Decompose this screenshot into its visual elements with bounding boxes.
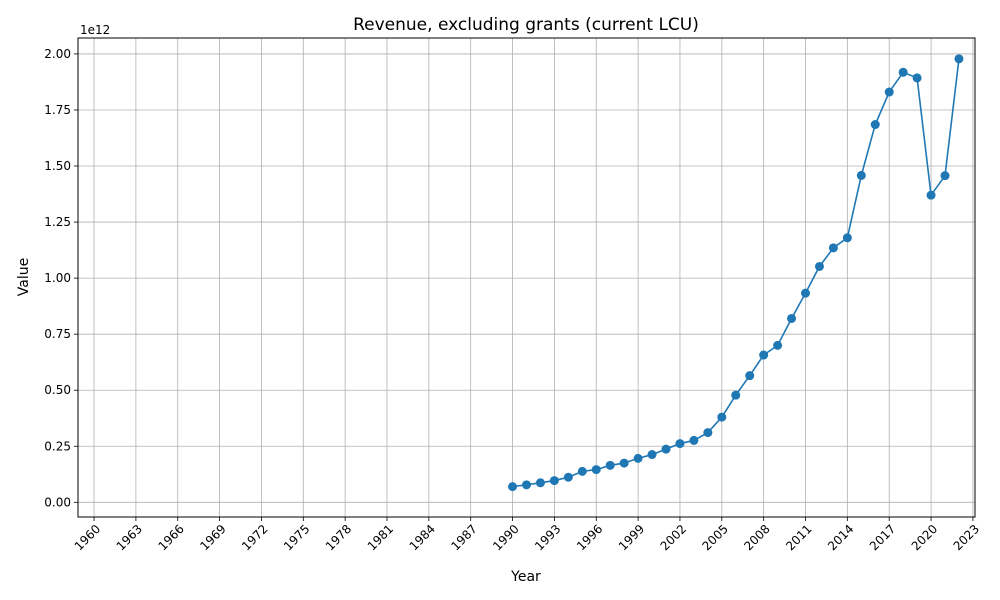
chart-title: Revenue, excluding grants (current LCU) (353, 15, 699, 35)
data-point (940, 171, 950, 181)
data-point (898, 67, 908, 77)
data-point (563, 472, 573, 482)
data-point (745, 371, 755, 381)
y-tick-label: 0.75 (44, 327, 71, 341)
data-point (801, 288, 811, 298)
data-point (954, 54, 964, 64)
grid-lines (78, 38, 975, 517)
data-point (535, 478, 545, 488)
y-tick-label: 1.00 (44, 271, 71, 285)
data-point (884, 87, 894, 97)
y-tick-label: 1.75 (44, 103, 71, 117)
y-tick-label: 1.25 (44, 215, 71, 229)
y-tick-label: 1.50 (44, 159, 71, 173)
data-point (717, 412, 727, 422)
data-point (577, 466, 587, 476)
data-point (619, 458, 629, 468)
x-axis-title: Year (510, 569, 541, 585)
data-point (605, 460, 615, 470)
y-axis-title: Value (16, 258, 32, 296)
data-point (549, 476, 559, 486)
data-point (912, 73, 922, 83)
data-point (633, 453, 643, 463)
data-point (926, 190, 936, 200)
data-point (787, 313, 797, 323)
y-tick-label: 0.50 (44, 383, 71, 397)
y-tick-label: 0.00 (44, 495, 71, 509)
data-point (870, 120, 880, 130)
data-point (703, 428, 713, 438)
data-point (591, 465, 601, 475)
data-point (689, 435, 699, 445)
y-offset-label: 1e12 (80, 23, 110, 37)
data-point (675, 439, 685, 449)
data-series (508, 54, 964, 492)
data-point (828, 243, 838, 253)
data-point (661, 444, 671, 454)
data-point (856, 170, 866, 180)
data-point (759, 350, 769, 360)
y-tick-label: 2.00 (44, 47, 71, 61)
data-point (522, 480, 531, 490)
data-point (731, 390, 741, 400)
data-point (773, 340, 783, 350)
y-tick-label: 0.25 (44, 439, 71, 453)
data-point (508, 482, 518, 492)
plot-frame (77, 37, 976, 518)
data-point (647, 450, 657, 460)
data-point (842, 233, 852, 243)
data-point (814, 261, 824, 271)
